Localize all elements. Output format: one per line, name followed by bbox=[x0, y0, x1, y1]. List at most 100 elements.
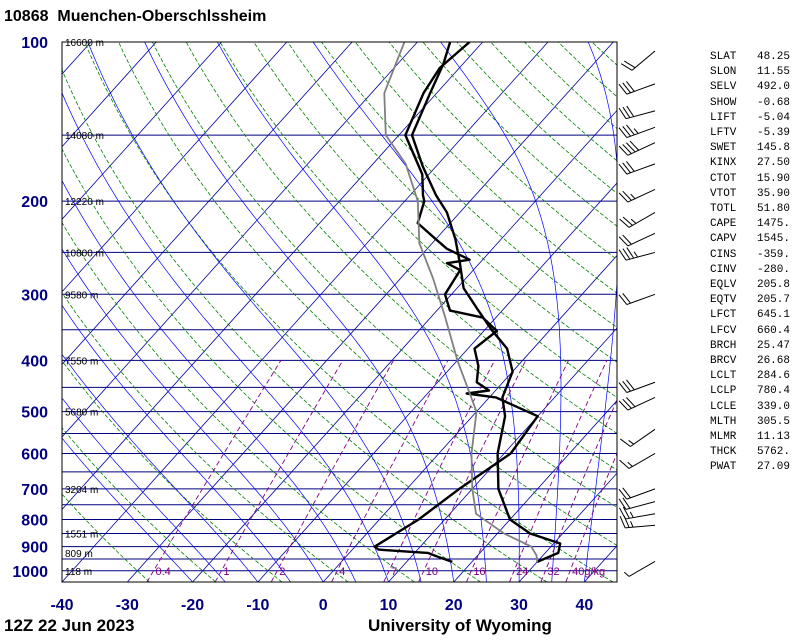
wind-barb bbox=[619, 453, 656, 469]
wind-barb bbox=[619, 211, 656, 228]
dry-adiabat bbox=[62, 148, 481, 582]
index-key: LFTV bbox=[710, 127, 737, 140]
wind-barb bbox=[618, 247, 656, 261]
mixing-ratio-label: 32 bbox=[547, 566, 559, 578]
credit-text: University of Wyoming bbox=[368, 616, 552, 635]
dry-adiabat bbox=[354, 42, 617, 294]
index-key: CAPE bbox=[710, 218, 737, 231]
moist-adiabat bbox=[62, 353, 259, 582]
index-row: EQLV 205.8 bbox=[710, 278, 790, 293]
x-tick-label: -40 bbox=[50, 597, 73, 614]
x-tick-label: 30 bbox=[510, 597, 528, 614]
dry-adiabat bbox=[62, 360, 283, 582]
index-key: LFCV bbox=[710, 324, 737, 337]
height-label: 5680 m bbox=[65, 408, 98, 419]
wind-barb bbox=[618, 292, 656, 306]
index-value: 339.0 bbox=[756, 400, 790, 413]
index-key: PWAT bbox=[710, 461, 737, 474]
height-label: 7550 m bbox=[65, 356, 98, 367]
isotherm-line bbox=[192, 109, 617, 582]
index-value: -0.68 bbox=[756, 96, 790, 109]
index-key: SHOW bbox=[710, 96, 737, 109]
dry-adiabat bbox=[62, 493, 150, 582]
wind-barb bbox=[618, 81, 656, 95]
mixing-ratio-line bbox=[418, 360, 527, 582]
index-key: LCLE bbox=[710, 400, 737, 413]
index-key: EQTV bbox=[710, 294, 737, 307]
index-key: CAPV bbox=[710, 233, 737, 246]
isotherm-line bbox=[453, 400, 617, 582]
mixing-ratio-label: 2 bbox=[279, 566, 285, 578]
y-tick-label: 300 bbox=[21, 287, 48, 304]
index-value: 284.6 bbox=[756, 370, 790, 383]
dry-adiabat bbox=[118, 42, 617, 546]
index-key: SELV bbox=[710, 81, 737, 94]
index-value: 51.80 bbox=[756, 203, 790, 216]
index-key: BRCH bbox=[710, 339, 737, 352]
index-row: LCLP 780.4 bbox=[710, 384, 790, 399]
isotherm-line bbox=[62, 42, 92, 75]
plot-frame bbox=[61, 41, 618, 583]
index-row: THCK 5762. bbox=[710, 445, 790, 460]
index-row: TOTL 51.80 bbox=[710, 202, 790, 217]
index-key: CINS bbox=[710, 248, 737, 261]
moist-adiabat bbox=[216, 42, 487, 582]
index-value: 492.0 bbox=[756, 81, 790, 94]
index-row: LIFT -5.04 bbox=[710, 111, 790, 126]
index-row: PWAT 27.09 bbox=[710, 460, 790, 475]
mixing-ratio-line bbox=[509, 360, 608, 582]
y-tick-label: 100 bbox=[21, 35, 48, 52]
index-row: LFTV -5.39 bbox=[710, 126, 790, 141]
isotherm-line bbox=[62, 42, 157, 148]
dry-adiabat bbox=[62, 221, 415, 582]
x-tick-label: 20 bbox=[445, 597, 463, 614]
index-key: MLTH bbox=[710, 415, 737, 428]
mixing-ratio-label: 40g/kg bbox=[572, 566, 605, 578]
dewpoint-profile bbox=[373, 42, 539, 564]
index-value: -359. bbox=[756, 248, 790, 261]
station-title: 10868 Muenchen-Oberschlssheim bbox=[4, 8, 266, 26]
index-value: 11.55 bbox=[756, 66, 790, 79]
height-label: 1551 m bbox=[65, 529, 98, 540]
index-row: CTOT 15.90 bbox=[710, 172, 790, 187]
y-tick-label: 800 bbox=[21, 513, 48, 530]
dry-adiabat bbox=[62, 427, 217, 582]
index-row: SWET 145.8 bbox=[710, 141, 790, 156]
wind-barb bbox=[618, 124, 656, 139]
wind-barb bbox=[620, 50, 656, 71]
moist-adiabat bbox=[62, 179, 357, 582]
index-key: LIFT bbox=[710, 111, 737, 124]
index-row: SLAT 48.25 bbox=[710, 50, 790, 65]
dry-adiabat bbox=[287, 42, 617, 363]
isotherm-line bbox=[0, 42, 26, 582]
wind-barb bbox=[618, 396, 656, 411]
index-key: VTOT bbox=[710, 187, 737, 200]
height-label: 3204 m bbox=[65, 485, 98, 496]
y-tick-label: 1000 bbox=[12, 564, 48, 581]
index-value: 1475. bbox=[756, 218, 790, 231]
mixing-ratio-line bbox=[383, 360, 495, 582]
index-row: LCLT 284.6 bbox=[710, 369, 790, 384]
x-tick-label: -10 bbox=[246, 597, 269, 614]
x-tick-label: 10 bbox=[380, 597, 398, 614]
x-tick-label: 0 bbox=[319, 597, 328, 614]
index-value: 645.1 bbox=[756, 309, 790, 322]
index-key: TOTL bbox=[710, 203, 737, 216]
temperature-profile bbox=[410, 42, 562, 564]
index-row: BRCH 25.47 bbox=[710, 339, 790, 354]
wind-barb bbox=[618, 379, 656, 393]
moist-adiabat bbox=[62, 437, 193, 582]
index-row: LFCV 660.4 bbox=[710, 324, 790, 339]
mixing-ratio-label: 10 bbox=[426, 566, 438, 578]
isotherm-line bbox=[62, 42, 222, 220]
dry-adiabat bbox=[185, 42, 617, 471]
dry-adiabat bbox=[253, 42, 617, 398]
index-value: 145.8 bbox=[756, 142, 790, 155]
x-tick-label: -20 bbox=[181, 597, 204, 614]
height-label: 118 m bbox=[65, 567, 92, 578]
height-label: 809 m bbox=[65, 549, 93, 560]
y-tick-label: 900 bbox=[21, 540, 48, 557]
mixing-ratio-label: 16 bbox=[473, 566, 485, 578]
wind-barb bbox=[618, 140, 656, 156]
index-row: SELV 492.0 bbox=[710, 80, 790, 95]
